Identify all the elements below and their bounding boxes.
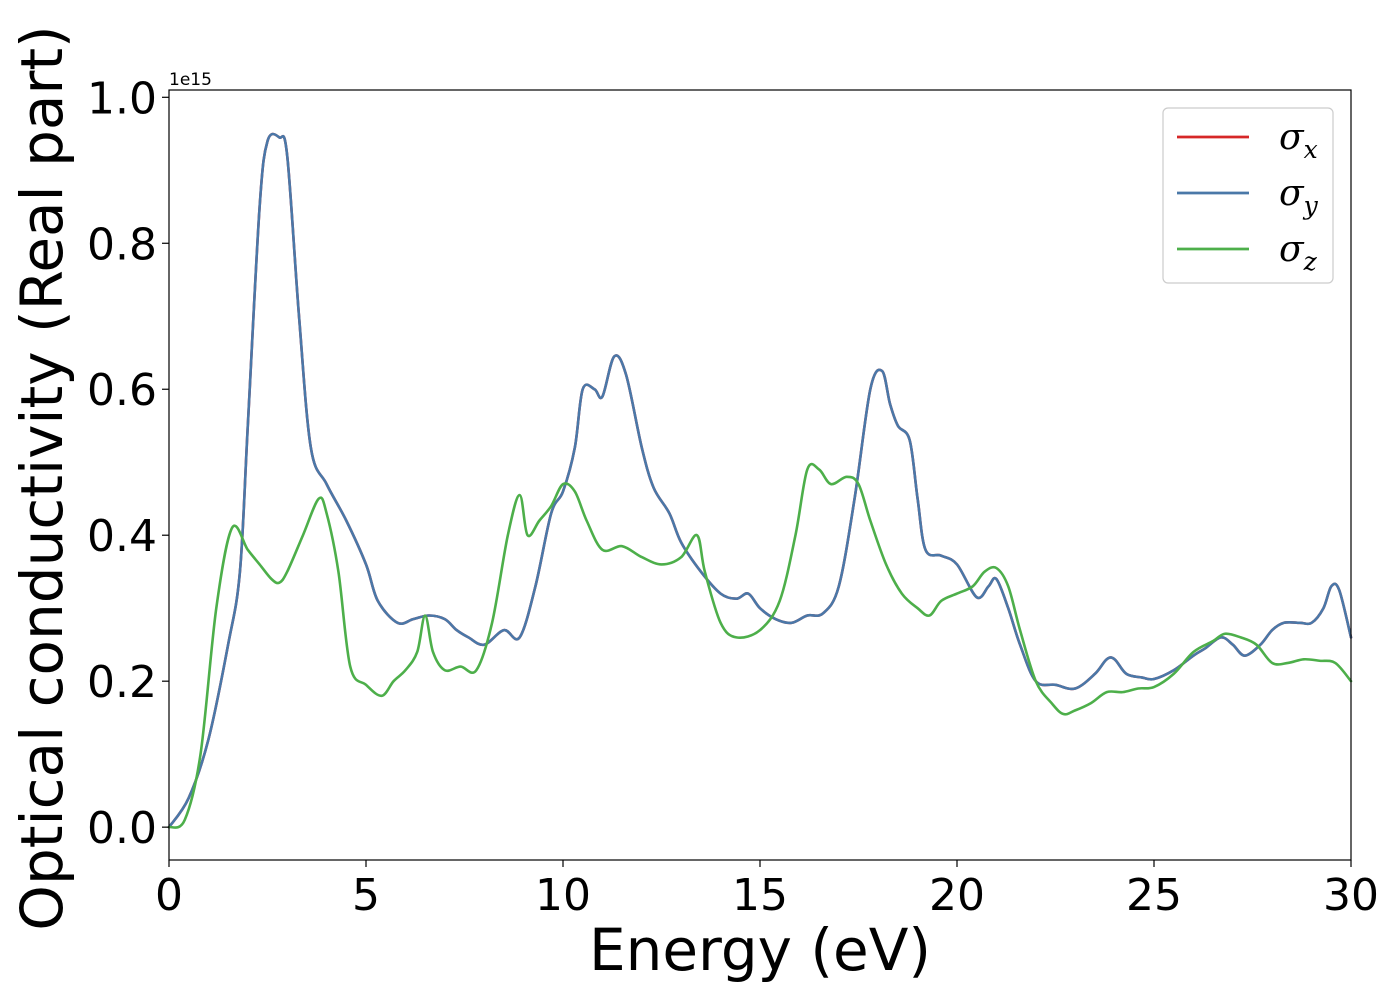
y-offset-label: 1e15 [169, 70, 212, 90]
x-tick-label: 30 [1323, 870, 1379, 921]
x-tick-label: 10 [535, 870, 591, 921]
x-tick-label: 15 [732, 870, 788, 921]
x-tick-label: 0 [155, 870, 183, 921]
y-tick-label: 1.0 [87, 73, 157, 124]
x-tick-label: 25 [1126, 870, 1182, 921]
y-tick-label: 0.2 [87, 657, 157, 708]
x-tick-label: 20 [929, 870, 985, 921]
y-tick-label: 0.4 [87, 511, 157, 562]
series-layer [167, 132, 1353, 829]
plot-background [169, 90, 1351, 860]
legend-box [1162, 107, 1334, 284]
y-tick-label: 0.6 [87, 365, 157, 416]
x-axis: 0 5 10 15 20 25 30 [155, 860, 1379, 921]
y-tick-label: 0.8 [87, 219, 157, 270]
y-axis-title: Optical conductivity (Real part) [8, 25, 76, 930]
y-tick-label: 0.0 [87, 803, 157, 854]
series-line-z [167, 462, 1353, 829]
series-line-y [167, 132, 1353, 829]
x-tick-label: 5 [352, 870, 380, 921]
x-axis-title: Energy (eV) [589, 916, 931, 984]
y-axis: 0.0 0.2 0.4 0.6 0.8 1.0 [87, 73, 169, 854]
